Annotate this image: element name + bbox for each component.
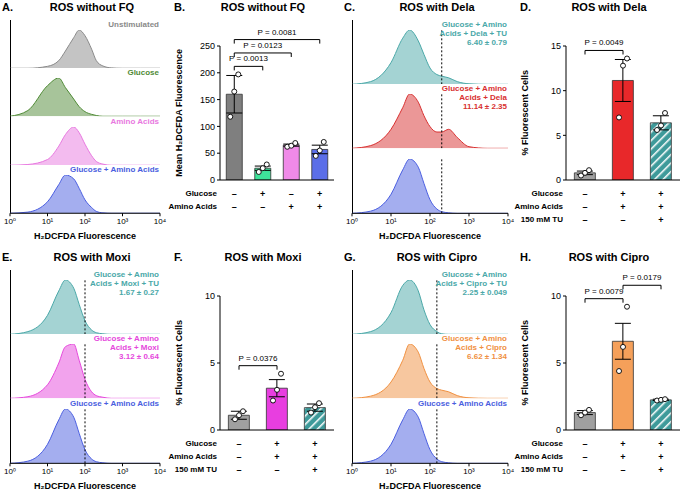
html-text:H₂DCFDA Fluorescence: H₂DCFDA Fluorescence	[378, 231, 482, 241]
html-text:Glucose: Glucose	[531, 189, 563, 198]
html-text:2.25 ± 0.049: 2.25 ± 0.049	[462, 288, 507, 297]
svg-text:10⁴: 10⁴	[154, 467, 167, 476]
svg-text:0: 0	[556, 425, 561, 435]
html-text:ROS with Moxi: ROS with Moxi	[224, 251, 302, 263]
html-text:B.: B.	[174, 1, 185, 13]
html-text:Glucose: Glucose	[127, 68, 159, 78]
svg-text:10⁴: 10⁴	[502, 467, 515, 476]
html-text:1.67 ± 0.27: 1.67 ± 0.27	[119, 288, 159, 297]
html-text:Amino Acids: Amino Acids	[514, 202, 563, 211]
svg-text:10⁰: 10⁰	[346, 217, 358, 226]
svg-text:P = 0.0376: P = 0.0376	[239, 354, 278, 363]
svg-text:10: 10	[205, 291, 215, 301]
html-text:F.: F.	[174, 251, 183, 263]
html-text:A.: A.	[2, 1, 13, 13]
html-text:150 mM TU: 150 mM TU	[174, 465, 217, 474]
svg-text:10⁴: 10⁴	[502, 217, 515, 226]
html-text:% Fluorescent Cells: % Fluorescent Cells	[520, 70, 530, 156]
html-text:11.14 ± 2.35: 11.14 ± 2.35	[463, 102, 507, 112]
html-text:ROS with Cipro: ROS with Cipro	[396, 251, 478, 263]
html-text:Glucose + Amino Acids + Dela: Glucose + Amino Acids + Dela	[441, 84, 507, 103]
html-text:D.: D.	[520, 1, 531, 13]
svg-text:10¹: 10¹	[42, 467, 54, 476]
html-text:Amino Acids: Amino Acids	[168, 452, 217, 461]
svg-text:10¹: 10¹	[42, 217, 54, 226]
html-text:Glucose + Amino Acids + Cipro: Glucose + Amino Acids + Cipro	[441, 334, 507, 353]
html-text:H₂DCFDA Fluorescence: H₂DCFDA Fluorescence	[33, 231, 137, 241]
svg-text:0: 0	[556, 175, 561, 185]
svg-text:10²: 10²	[424, 467, 436, 476]
html-text:6.40 ± 0.79: 6.40 ± 0.79	[467, 38, 507, 47]
html-text:E.: E.	[2, 251, 13, 263]
svg-text:50: 50	[205, 148, 215, 158]
html-text:ROS without FQ: ROS without FQ	[49, 1, 135, 13]
svg-text:10: 10	[551, 86, 561, 96]
svg-text:0: 0	[210, 175, 215, 185]
html-text:3.12 ± 0.64: 3.12 ± 0.64	[119, 352, 159, 362]
svg-text:10: 10	[551, 291, 561, 301]
html-text:150 mM TU: 150 mM TU	[520, 465, 563, 474]
svg-text:5: 5	[556, 358, 561, 368]
html-text:Glucose: Glucose	[531, 439, 563, 448]
svg-text:15: 15	[551, 41, 561, 51]
html-text:Amino Acids: Amino Acids	[514, 452, 563, 461]
html-text:Glucose + Amino Acids: Glucose + Amino Acids	[418, 398, 507, 408]
html-text:% Fluorescent Cells: % Fluorescent Cells	[520, 320, 530, 406]
html-text:Glucose + Amino Acids + Moxi: Glucose + Amino Acids + Moxi	[93, 334, 159, 353]
html-text:ROS with Dela: ROS with Dela	[571, 1, 647, 13]
html-text:ROS with Dela: ROS with Dela	[399, 1, 475, 13]
svg-text:10³: 10³	[117, 217, 129, 226]
html-text:Amino Acids: Amino Acids	[168, 202, 217, 211]
svg-text:10²: 10²	[79, 467, 91, 476]
html-text:ROS with Moxi: ROS with Moxi	[53, 251, 131, 263]
html-text:150 mM TU: 150 mM TU	[520, 215, 563, 224]
svg-text:10¹: 10¹	[385, 467, 397, 476]
html-text:Mean H₂DCFDA Fluorescence: Mean H₂DCFDA Fluorescence	[174, 49, 184, 177]
svg-text:10³: 10³	[463, 467, 475, 476]
html-text:% Fluorescent Cells: % Fluorescent Cells	[174, 320, 184, 406]
html-text:ROS without FQ: ROS without FQ	[220, 1, 306, 13]
svg-text:10³: 10³	[463, 217, 475, 226]
svg-text:P = 0.0081: P = 0.0081	[258, 28, 297, 37]
svg-text:P = 0.0179: P = 0.0179	[623, 273, 662, 282]
html-text:Glucose: Glucose	[185, 189, 217, 198]
svg-text:P = 0.0079: P = 0.0079	[585, 287, 624, 296]
svg-text:10⁰: 10⁰	[346, 467, 358, 476]
html-text:ROS with Cipro: ROS with Cipro	[568, 251, 650, 263]
svg-text:10³: 10³	[117, 467, 129, 476]
html-text:Glucose + Amino Acids: Glucose + Amino Acids	[70, 398, 159, 408]
svg-text:10¹: 10¹	[385, 217, 397, 226]
svg-text:P = 0.0049: P = 0.0049	[585, 38, 624, 47]
html-text:H₂DCFDA Fluorescence: H₂DCFDA Fluorescence	[33, 481, 137, 491]
html-text:Glucose + Amino Acids + Dela +: Glucose + Amino Acids + Dela + TU	[439, 20, 507, 38]
html-text:Amino Acids: Amino Acids	[110, 116, 159, 126]
svg-text:10⁰: 10⁰	[8, 217, 16, 226]
html-text:Glucose + Amino Acids + Cipro: Glucose + Amino Acids + Cipro + TU	[435, 270, 507, 288]
svg-text:10⁰: 10⁰	[8, 467, 16, 476]
svg-text:P = 0.0123: P = 0.0123	[243, 41, 282, 50]
svg-text:150: 150	[200, 95, 215, 105]
html-text:H.: H.	[520, 251, 531, 263]
svg-text:200: 200	[200, 68, 215, 78]
html-text:6.62 ± 1.34: 6.62 ± 1.34	[467, 352, 507, 362]
svg-text:10²: 10²	[424, 217, 436, 226]
svg-text:P = 0.0013: P = 0.0013	[229, 54, 268, 63]
html-text:Glucose + Amino Acids + Moxi +: Glucose + Amino Acids + Moxi + TU	[90, 270, 159, 288]
html-text:Unstimulated: Unstimulated	[108, 20, 159, 29]
html-text:C.: C.	[344, 1, 355, 13]
html-text:Glucose: Glucose	[185, 439, 217, 448]
svg-text:0: 0	[210, 425, 215, 435]
svg-text:100: 100	[200, 122, 215, 132]
html-text:G.: G.	[344, 251, 356, 263]
svg-text:10⁴: 10⁴	[154, 217, 167, 226]
html-text:H₂DCFDA Fluorescence: H₂DCFDA Fluorescence	[378, 481, 482, 491]
svg-text:5: 5	[556, 131, 561, 141]
html-text:Glucose + Amino Acids: Glucose + Amino Acids	[70, 164, 159, 174]
svg-text:250: 250	[200, 41, 215, 51]
svg-text:10²: 10²	[79, 217, 91, 226]
svg-text:5: 5	[210, 358, 215, 368]
